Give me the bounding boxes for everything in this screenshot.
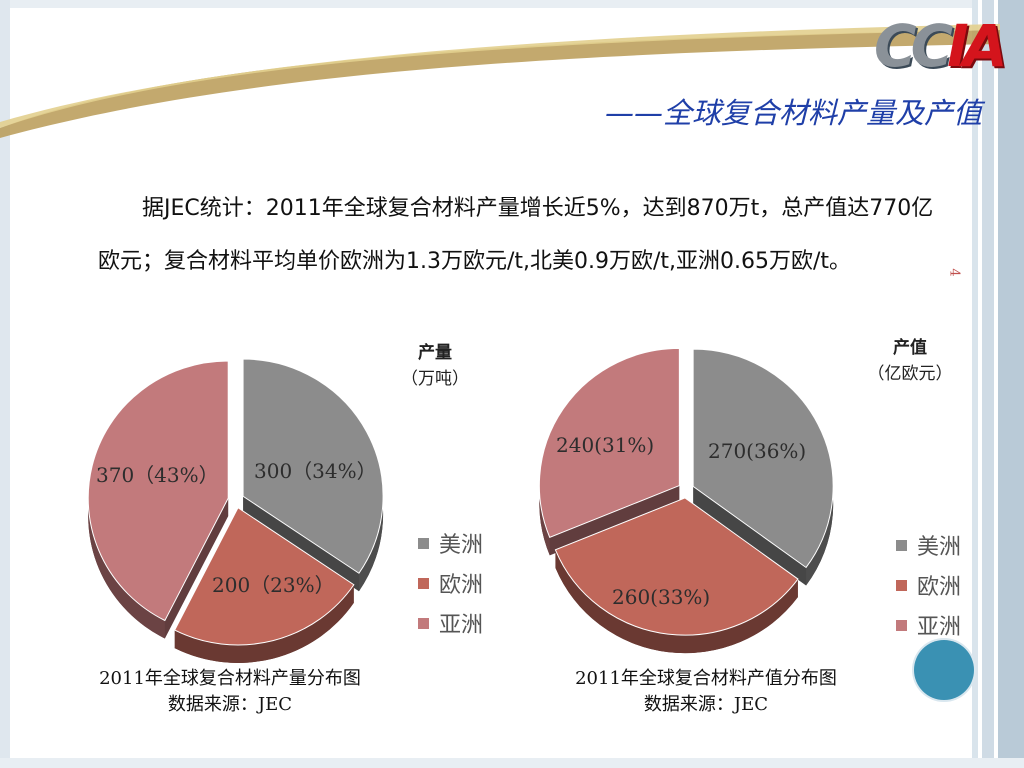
chart2-unit-line2: （亿欧元） (867, 364, 953, 384)
pie1-data-label-2: 370（43%） (96, 463, 219, 487)
chart1-caption: 2011年全球复合材料产量分布图 数据来源：JEC (60, 666, 400, 718)
chart1-unit-line2: （万吨） (401, 369, 469, 389)
legend-item-asia: 亚洲 (896, 605, 961, 645)
frame-right (972, 0, 1024, 768)
legend-swatch (418, 537, 429, 549)
frame-left (0, 0, 10, 768)
pie1-slice-1 (173, 507, 355, 646)
chart2-unit: 产值 （亿欧元） (850, 335, 970, 387)
pie2-data-label-2: 240(31%) (556, 433, 654, 457)
chart2-caption: 2011年全球复合材料产值分布图 数据来源：JEC (536, 666, 876, 718)
pie2-slice-side-1 (555, 549, 798, 654)
pie2-slice-1 (554, 497, 799, 636)
legend-swatch (896, 579, 907, 591)
legend-swatch (896, 539, 907, 551)
pie2-data-label-0: 270(36%) (708, 439, 806, 463)
chart1-caption-line2: 数据来源：JEC (167, 694, 293, 715)
legend-item-asia: 亚洲 (418, 603, 483, 643)
decorative-circle (914, 640, 974, 700)
legend-item-europe: 欧洲 (418, 563, 483, 603)
legend-swatch (418, 617, 429, 629)
chart1-caption-line1: 2011年全球复合材料产量分布图 (99, 668, 361, 689)
chart1-legend: 美洲 欧洲 亚洲 (418, 523, 483, 643)
chart2-legend: 美洲 欧洲 亚洲 (896, 525, 961, 645)
chart1-unit: 产量 （万吨） (380, 340, 490, 392)
legend-item-europe: 欧洲 (896, 565, 961, 605)
chart1-unit-line1: 产量 (418, 343, 452, 363)
chart2-unit-line1: 产值 (893, 338, 927, 358)
body-text: 据JEC统计：2011年全球复合材料产量增长近5%，达到870万t，总产值达77… (98, 196, 934, 274)
legend-swatch (896, 619, 907, 631)
chart2-caption-line1: 2011年全球复合材料产值分布图 (575, 668, 837, 689)
pie1-slice-side-1 (174, 584, 354, 663)
legend-item-americas: 美洲 (896, 525, 961, 565)
pie1-slice-2 (87, 360, 229, 622)
ccia-logo: CCIA (874, 12, 1008, 80)
pie2-slice-0 (692, 348, 834, 569)
legend-item-americas: 美洲 (418, 523, 483, 563)
frame-bottom (0, 758, 1024, 768)
pie2-slice-2 (538, 347, 680, 539)
legend-swatch (418, 577, 429, 589)
pie1-data-label-0: 300（34%） (254, 459, 377, 483)
pie2-data-label-1: 260(33%) (612, 585, 710, 609)
frame-top (0, 0, 1024, 8)
pie1-slice-0 (242, 358, 384, 574)
slide-subtitle: ——全球复合材料产量及产值 (604, 96, 982, 130)
pie1-data-label-1: 200（23%） (212, 573, 335, 597)
chart2-caption-line2: 数据来源：JEC (643, 694, 769, 715)
